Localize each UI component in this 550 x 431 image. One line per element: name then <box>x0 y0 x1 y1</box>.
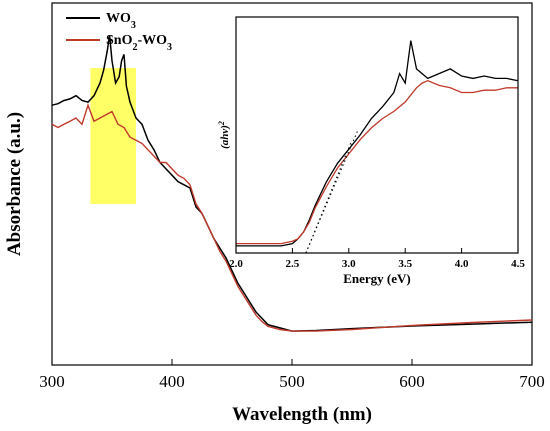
inset-x-tick-label: 3.5 <box>398 258 412 270</box>
x-tick-label: 400 <box>159 372 185 391</box>
x-tick-label: 300 <box>39 372 65 391</box>
inset-y-axis-label: (ahv)2 <box>217 121 232 149</box>
series-line-wo3 <box>51 35 533 332</box>
inset-background <box>236 17 518 253</box>
inset-series-group <box>236 40 519 254</box>
inset-x-axis-label: Energy (eV) <box>343 271 411 286</box>
inset-plot-frame <box>235 16 519 254</box>
inset-x-tick-label: 2.5 <box>286 258 300 270</box>
inset-x-tick-label: 4.5 <box>511 258 525 270</box>
x-tick-label: 500 <box>279 372 305 391</box>
x-tick-label: 700 <box>519 372 545 391</box>
legend-label-wo3: WO3 <box>106 11 136 31</box>
inset-series-line-sno2-wo3 <box>236 79 518 245</box>
inset-x-ticks: 2.0 2.5 3.0 3.5 4.0 4.5 <box>229 248 525 270</box>
legend-label-sno2-wo3: SnO2-WO3 <box>106 33 172 53</box>
y-axis-label: Absorbance (a.u.) <box>4 112 25 256</box>
x-axis-label: Wavelength (nm) <box>232 404 372 425</box>
inset-x-tick-label: 3.0 <box>342 258 356 270</box>
inset-x-tick-label: 4.0 <box>455 258 469 270</box>
inset-x-tick-label: 2.0 <box>229 258 243 270</box>
highlight-region <box>90 68 136 204</box>
main-x-ticks: 300 400 500 600 700 <box>39 359 545 391</box>
series-line-sno2-wo3 <box>51 103 533 332</box>
main-series-group <box>51 35 533 332</box>
inset-tangent-line <box>305 141 352 254</box>
legend: WO3 SnO2-WO3 <box>66 11 172 53</box>
x-tick-label: 600 <box>399 372 425 391</box>
